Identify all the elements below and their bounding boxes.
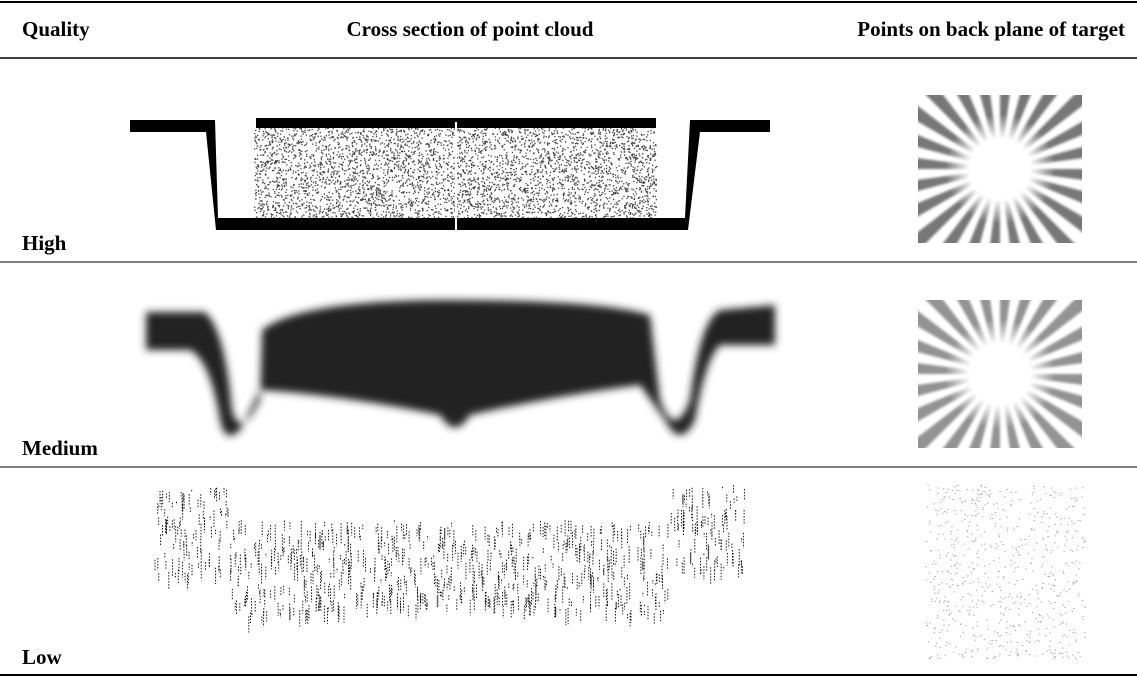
figure-table: Quality Cross section of point cloud Poi… — [0, 0, 1137, 677]
star-center — [945, 114, 1055, 224]
row-label: Medium — [22, 436, 98, 460]
cloud-outline — [130, 120, 770, 230]
row-label: Low — [22, 645, 63, 669]
cloud-band — [146, 300, 775, 436]
point-cloud-images — [130, 39, 1130, 659]
starburst — [870, 39, 1130, 299]
cloud-streaks — [155, 485, 744, 632]
star-sparse — [925, 485, 1086, 659]
header-cell: Cross section of point cloud — [347, 17, 594, 41]
header-cell: Quality — [22, 17, 90, 41]
star-center — [945, 319, 1055, 429]
header-cell: Points on back plane of target — [857, 17, 1125, 41]
row-label: High — [22, 231, 67, 255]
starburst — [870, 244, 1130, 504]
